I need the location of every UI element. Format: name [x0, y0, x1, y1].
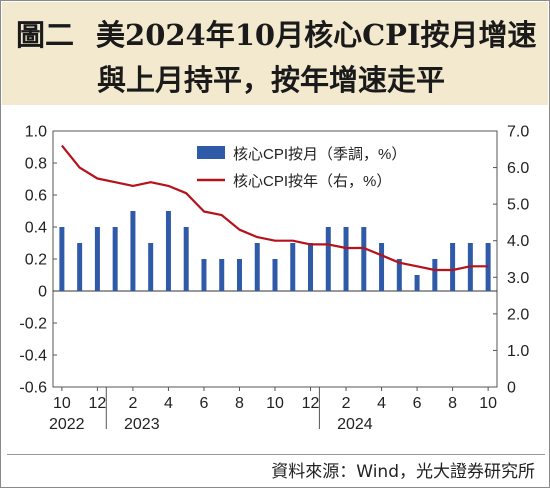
bar-core-cpi-mom	[201, 259, 207, 291]
bar-core-cpi-mom	[379, 243, 385, 291]
chart-title: 美2024年10月核心CPI按月增速	[96, 18, 537, 52]
x-axis-tick-label: 10	[479, 395, 497, 412]
bar-core-cpi-mom	[183, 227, 189, 291]
footer-divider	[7, 454, 545, 455]
right-axis-tick-label: 6.0	[507, 160, 529, 177]
x-axis-tick-label: 8	[448, 395, 457, 412]
left-axis-tick-label: 0	[38, 284, 47, 301]
bar-core-cpi-mom	[94, 227, 100, 291]
left-axis-tick-label: 0.4	[25, 220, 47, 237]
left-axis-tick-label: 1.0	[25, 124, 47, 141]
x-axis-tick-label: 2	[128, 395, 137, 412]
x-axis-tick-label: 12	[89, 395, 107, 412]
right-axis-tick-label: 7.0	[507, 124, 529, 141]
x-axis-tick-label: 4	[164, 395, 173, 412]
right-axis-tick-label: 3.0	[507, 270, 529, 287]
left-axis-tick-label: 0.6	[25, 188, 47, 205]
x-axis-year-label: 2024	[337, 416, 373, 433]
x-axis-tick-label: 2	[342, 395, 351, 412]
legend-label-line: 核心CPI按年（右，%）	[233, 173, 391, 190]
bar-core-cpi-mom	[290, 243, 296, 291]
bar-core-cpi-mom	[219, 259, 225, 291]
title-line-1: 圖二 美2024年10月核心CPI按月增速	[2, 12, 550, 54]
left-axis-tick-label: -0.2	[19, 316, 47, 333]
bar-core-cpi-mom	[396, 259, 402, 291]
x-axis-year-label: 2022	[49, 416, 85, 433]
figure-label: 圖二	[16, 18, 75, 52]
right-axis-tick-label: 5.0	[507, 197, 529, 214]
figure-header: 圖二 美2024年10月核心CPI按月增速 與上月持平，按年增速走平	[2, 2, 548, 105]
source-note: 資料來源：Wind，光大證券研究所	[271, 462, 535, 482]
line-core-cpi-yoy	[61, 144, 489, 272]
bar-core-cpi-mom	[325, 227, 331, 291]
left-axis-tick-label: -0.6	[19, 380, 47, 397]
right-axis-tick-label: 0	[507, 380, 516, 397]
legend-label-bar: 核心CPI按月（季調，%）	[233, 146, 406, 163]
x-axis-tick-label: 10	[266, 395, 284, 412]
bar-core-cpi-mom	[254, 243, 260, 291]
bar-core-cpi-mom	[165, 211, 171, 291]
x-axis-year-label: 2023	[124, 416, 160, 433]
bar-core-cpi-mom	[308, 243, 314, 291]
bar-core-cpi-mom	[343, 227, 349, 291]
bar-core-cpi-mom	[450, 243, 456, 291]
x-axis-tick-label: 4	[377, 395, 386, 412]
bar-core-cpi-mom	[77, 243, 83, 291]
bar-core-cpi-mom	[272, 259, 278, 291]
bar-core-cpi-mom	[59, 227, 65, 291]
left-axis-tick-label: 0.8	[25, 156, 47, 173]
right-axis-tick-label: 1.0	[507, 343, 529, 360]
chart-title-continued: 與上月持平，按年增速走平	[97, 63, 446, 97]
bar-core-cpi-mom	[112, 227, 118, 291]
right-axis-tick-label: 4.0	[507, 233, 529, 250]
right-axis-tick-label: 2.0	[507, 306, 529, 323]
chart-plot: 1.0 0.8 0.6 0.4 0.2 0 -0.2 -0.4 -0.6 7.0 6.0 5.0 4.0…	[19, 124, 529, 434]
bar-core-cpi-mom	[130, 211, 136, 291]
x-axis-tick-label: 8	[235, 395, 244, 412]
x-axis-tick-label: 12	[302, 395, 320, 412]
bar-core-cpi-mom	[414, 275, 420, 291]
legend-swatch-bar	[197, 146, 225, 159]
x-axis-tick-label: 10	[53, 395, 71, 412]
left-axis-tick-label: 0.2	[25, 252, 47, 269]
left-axis-tick-label: -0.4	[19, 348, 47, 365]
bar-core-cpi-mom	[148, 243, 154, 291]
bar-core-cpi-mom	[485, 243, 491, 291]
bar-core-cpi-mom	[236, 259, 242, 291]
bar-core-cpi-mom	[432, 259, 438, 291]
x-axis-tick-label: 6	[200, 395, 209, 412]
x-axis-tick-label: 6	[413, 395, 422, 412]
bar-core-cpi-mom	[361, 227, 367, 291]
